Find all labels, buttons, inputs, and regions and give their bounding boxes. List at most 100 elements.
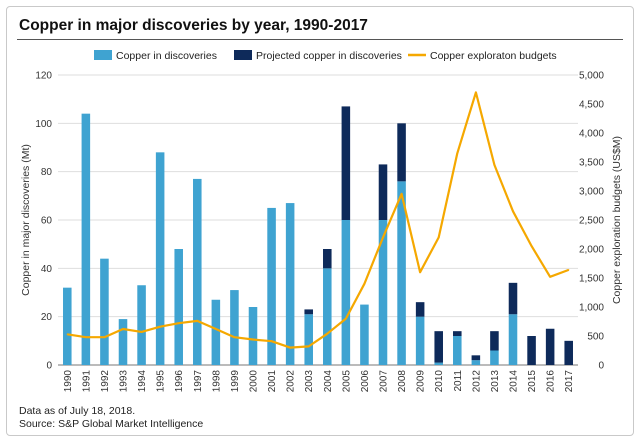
data-date-note: Data as of July 18, 2018. bbox=[19, 405, 136, 417]
budget-point bbox=[438, 236, 440, 238]
legend-swatch-projected bbox=[234, 50, 252, 60]
budget-point bbox=[178, 322, 180, 324]
y-left-tick-label: 20 bbox=[41, 312, 53, 323]
x-tick-label: 1993 bbox=[119, 370, 130, 393]
y-left-tick-label: 40 bbox=[41, 264, 53, 275]
x-tick-label: 2017 bbox=[564, 370, 575, 393]
x-tick-label: 2016 bbox=[546, 370, 557, 393]
budget-point bbox=[85, 336, 87, 338]
y-left-tick-label: 60 bbox=[41, 216, 53, 227]
x-tick-label: 2000 bbox=[249, 370, 260, 393]
x-tick-label: 2006 bbox=[360, 370, 371, 393]
budget-point bbox=[400, 193, 403, 195]
chart-title: Copper in major discoveries by year, 199… bbox=[19, 17, 368, 34]
x-tick-label: 2012 bbox=[471, 370, 482, 393]
bar-discoveries bbox=[174, 249, 183, 365]
bar-discoveries bbox=[397, 181, 406, 365]
x-tick-label: 2013 bbox=[490, 370, 501, 393]
budget-point bbox=[475, 91, 477, 93]
x-tick-label: 1990 bbox=[63, 370, 74, 393]
y-right-tick-label: 4,500 bbox=[579, 100, 604, 111]
budget-point bbox=[122, 328, 124, 330]
legend-swatch-discoveries bbox=[94, 50, 112, 60]
budget-point bbox=[345, 318, 347, 320]
budget-point bbox=[326, 333, 328, 335]
x-tick-label: 1999 bbox=[230, 370, 241, 393]
x-tick-label: 2004 bbox=[323, 370, 334, 393]
budget-point bbox=[140, 331, 143, 333]
budget-point bbox=[512, 210, 514, 212]
x-tick-label: 2005 bbox=[341, 370, 352, 393]
budget-point bbox=[530, 245, 533, 247]
bar-discoveries bbox=[118, 319, 128, 365]
legend-label-projected: Projected copper in discoveries bbox=[256, 50, 402, 62]
bar-projected bbox=[397, 123, 406, 182]
y-right-tick-label: 3,500 bbox=[579, 158, 604, 169]
title-divider bbox=[17, 39, 623, 40]
budget-point bbox=[252, 338, 254, 341]
x-tick-label: 2003 bbox=[304, 370, 315, 393]
x-tick-label: 2008 bbox=[397, 370, 408, 393]
x-tick-label: 2010 bbox=[434, 370, 445, 393]
y-right-tick-label: 1,000 bbox=[579, 303, 604, 314]
bar-discoveries bbox=[378, 220, 388, 365]
budget-point bbox=[419, 271, 421, 273]
bar-discoveries bbox=[304, 314, 313, 365]
bar-discoveries bbox=[248, 307, 258, 365]
budget-point bbox=[196, 320, 198, 322]
bar-discoveries bbox=[193, 178, 202, 365]
x-tick-label: 1997 bbox=[193, 370, 204, 393]
y-left-tick-label: 80 bbox=[41, 167, 53, 178]
y-left-tick-label: 100 bbox=[35, 119, 52, 130]
budget-point bbox=[456, 152, 458, 154]
budget-point bbox=[363, 283, 366, 285]
budget-point bbox=[493, 164, 496, 166]
bar-discoveries bbox=[360, 304, 369, 365]
bar-discoveries bbox=[434, 362, 443, 365]
y-right-axis-title: Copper exploration budgets (US$M) bbox=[611, 136, 623, 304]
bar-projected bbox=[471, 355, 481, 361]
y-right-tick-label: 3,000 bbox=[579, 187, 604, 198]
bar-discoveries bbox=[415, 316, 425, 365]
chart-frame: Copper in major discoveries by year, 199… bbox=[6, 6, 634, 436]
y-right-tick-label: 5,000 bbox=[579, 71, 604, 82]
y-left-tick-label: 0 bbox=[46, 361, 52, 372]
y-right-tick-label: 4,000 bbox=[579, 129, 604, 140]
bar-discoveries bbox=[267, 207, 276, 365]
bar-discoveries bbox=[81, 113, 91, 366]
x-tick-label: 2014 bbox=[509, 370, 520, 393]
x-tick-label: 1992 bbox=[100, 370, 111, 393]
bar-projected bbox=[434, 331, 443, 363]
x-tick-label: 2002 bbox=[286, 370, 297, 393]
x-tick-label: 1996 bbox=[174, 370, 185, 393]
y-right-tick-label: 500 bbox=[587, 332, 604, 343]
bar-discoveries bbox=[155, 152, 165, 365]
bar-discoveries bbox=[490, 350, 499, 365]
x-tick-label: 2015 bbox=[527, 370, 538, 393]
y-right-tick-label: 2,500 bbox=[579, 216, 604, 227]
budget-point bbox=[103, 336, 106, 338]
y-left-axis-title: Copper in major discoveries (Mt) bbox=[20, 144, 32, 296]
bar-discoveries bbox=[230, 290, 239, 365]
budget-point bbox=[382, 236, 384, 238]
bar-discoveries bbox=[453, 336, 462, 365]
bar-projected bbox=[453, 331, 462, 336]
x-tick-label: 1995 bbox=[156, 370, 167, 393]
budget-point bbox=[289, 347, 291, 349]
legend-label-budget: Copper exploraton budgets bbox=[430, 50, 557, 62]
bar-discoveries bbox=[285, 203, 295, 365]
y-right-tick-label: 2,000 bbox=[579, 245, 604, 256]
budget-point bbox=[159, 326, 161, 328]
bar-projected bbox=[564, 340, 573, 365]
bar-projected bbox=[508, 282, 518, 315]
bar-projected bbox=[415, 302, 425, 317]
x-tick-label: 2007 bbox=[379, 370, 390, 393]
budget-point bbox=[308, 345, 310, 348]
budget-point bbox=[568, 269, 570, 271]
budget-line bbox=[67, 91, 570, 349]
bar-discoveries bbox=[508, 314, 518, 365]
budget-point bbox=[215, 328, 217, 330]
source-note: Source: S&P Global Market Intelligence bbox=[19, 418, 204, 430]
x-tick-label: 2001 bbox=[267, 370, 278, 393]
